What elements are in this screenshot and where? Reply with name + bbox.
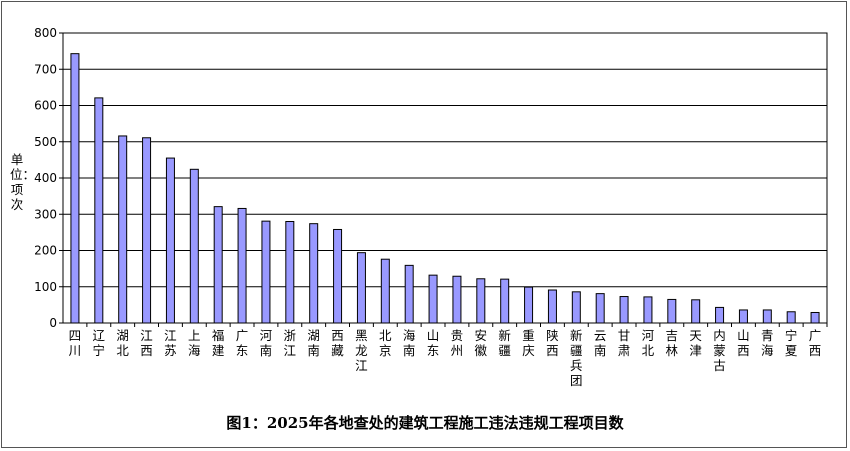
x-tick-label: 河南 xyxy=(260,328,273,358)
bar xyxy=(738,309,748,324)
x-tick-label: 黑龙江 xyxy=(355,328,368,373)
x-tick-label: 山东 xyxy=(427,328,440,358)
y-tick-label: 400 xyxy=(34,171,57,185)
x-tick-label: 重庆 xyxy=(522,328,535,358)
x-tick-label: 天津 xyxy=(689,328,702,358)
x-tick-label: 贵州 xyxy=(451,328,464,358)
x-tick-label: 河北 xyxy=(642,328,655,358)
x-tick-label: 四川 xyxy=(69,328,82,358)
y-tick-label: 500 xyxy=(34,135,57,149)
bar xyxy=(762,309,772,324)
bar xyxy=(118,135,128,324)
x-tick-label: 陕西 xyxy=(546,328,559,358)
bar xyxy=(142,137,152,324)
bar xyxy=(333,228,343,324)
x-tick-label: 北京 xyxy=(379,328,392,358)
y-tick-label: 200 xyxy=(34,244,57,258)
y-tick-label: 600 xyxy=(34,99,57,113)
bar xyxy=(261,220,271,324)
x-tick-label: 青海 xyxy=(761,328,774,358)
x-tick-label: 广西 xyxy=(809,328,822,358)
bar xyxy=(500,278,510,324)
y-tick-label: 300 xyxy=(34,207,57,221)
bar xyxy=(70,53,80,324)
bar xyxy=(571,291,581,324)
bar xyxy=(165,157,175,324)
bar xyxy=(643,296,653,324)
bar xyxy=(452,275,462,324)
x-tick-label: 宁夏 xyxy=(785,328,798,358)
x-tick-label: 甘肃 xyxy=(618,328,631,358)
x-tick-label: 海南 xyxy=(403,328,416,358)
y-tick-label: 100 xyxy=(34,280,57,294)
x-tick-label: 江苏 xyxy=(164,328,177,358)
bar xyxy=(189,168,199,324)
x-tick-label: 湖南 xyxy=(307,328,320,358)
bar xyxy=(667,298,677,324)
bar xyxy=(691,299,701,324)
x-tick-label: 福建 xyxy=(212,328,225,358)
bar xyxy=(94,97,104,324)
bar xyxy=(309,223,319,324)
x-tick-label: 安徽 xyxy=(475,328,488,358)
x-tick-label: 云南 xyxy=(594,328,607,358)
bar xyxy=(404,264,414,324)
x-tick-label: 山西 xyxy=(737,328,750,358)
y-tick-label: 0 xyxy=(49,316,57,330)
bar xyxy=(715,306,725,324)
y-tick-label: 800 xyxy=(34,26,57,40)
bar xyxy=(213,206,223,324)
x-tick-label: 广东 xyxy=(236,328,249,358)
bar xyxy=(380,258,390,324)
x-tick-label: 吉林 xyxy=(666,328,679,358)
x-tick-label: 江西 xyxy=(140,328,153,358)
bar xyxy=(595,293,605,324)
bar xyxy=(547,289,557,324)
y-axis-label: 单位：项次 xyxy=(10,152,36,212)
bar xyxy=(476,278,486,324)
chart-title: 图1：2025年各地查处的建筑工程施工违法违规工程项目数 xyxy=(226,414,624,432)
bar xyxy=(428,274,438,324)
x-tick-label: 浙江 xyxy=(284,328,297,358)
x-tick-label: 辽宁 xyxy=(93,328,106,358)
bar xyxy=(619,296,629,324)
bar xyxy=(285,221,295,324)
bar xyxy=(237,207,247,324)
x-tick-label: 上海 xyxy=(188,328,201,358)
x-tick-label: 新疆 xyxy=(498,328,511,358)
x-tick-label: 湖北 xyxy=(116,328,129,358)
bar xyxy=(810,311,820,324)
bar xyxy=(356,252,366,324)
y-tick-label: 700 xyxy=(34,62,57,76)
bar xyxy=(786,311,796,324)
x-tick-label: 内蒙古 xyxy=(713,328,726,373)
bar xyxy=(524,286,534,324)
x-tick-label: 新疆兵团 xyxy=(570,328,583,388)
x-tick-label: 西藏 xyxy=(331,328,344,358)
